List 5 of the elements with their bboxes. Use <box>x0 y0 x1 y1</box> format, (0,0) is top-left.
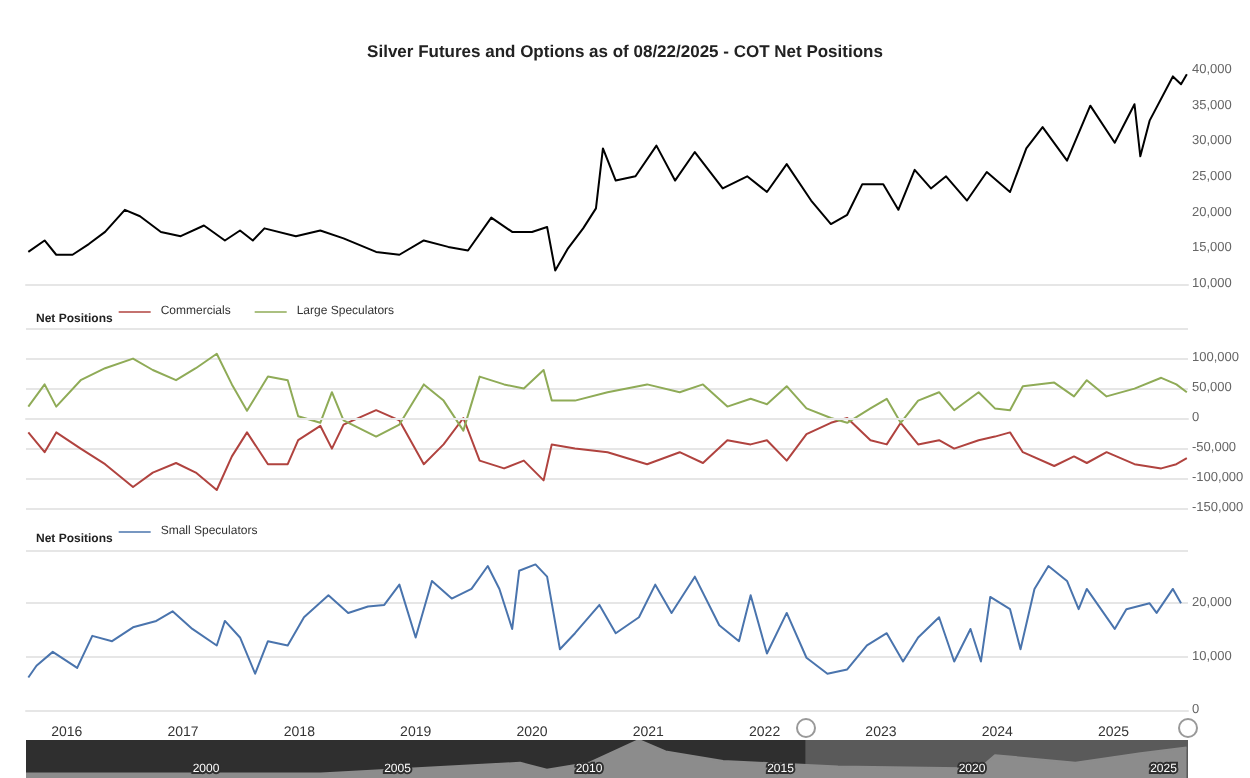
line-series <box>27 409 1188 491</box>
line-series <box>27 73 1188 272</box>
line-series <box>27 563 1183 679</box>
chart-title: Silver Futures and Options as of 08/22/2025 - COT Net Positions <box>367 41 884 61</box>
line-series <box>27 352 1188 438</box>
